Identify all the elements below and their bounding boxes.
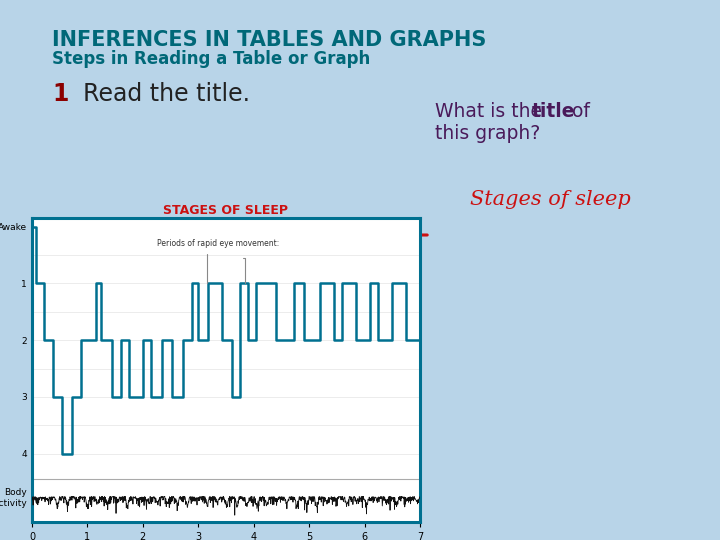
Text: this graph?: this graph?: [435, 124, 540, 143]
Text: Steps in Reading a Table or Graph: Steps in Reading a Table or Graph: [52, 50, 370, 68]
Text: of: of: [566, 102, 590, 121]
Title: STAGES OF SLEEP: STAGES OF SLEEP: [163, 204, 289, 217]
Text: Periods of rapid eye movement:: Periods of rapid eye movement:: [156, 239, 279, 284]
Text: What is the: What is the: [435, 102, 548, 121]
Text: INFERENCES IN TABLES AND GRAPHS: INFERENCES IN TABLES AND GRAPHS: [52, 30, 487, 50]
Text: 1: 1: [52, 82, 68, 106]
Text: Stages of sleep: Stages of sleep: [470, 190, 631, 209]
Text: title: title: [532, 102, 575, 121]
Text: Read the title.: Read the title.: [68, 82, 250, 106]
